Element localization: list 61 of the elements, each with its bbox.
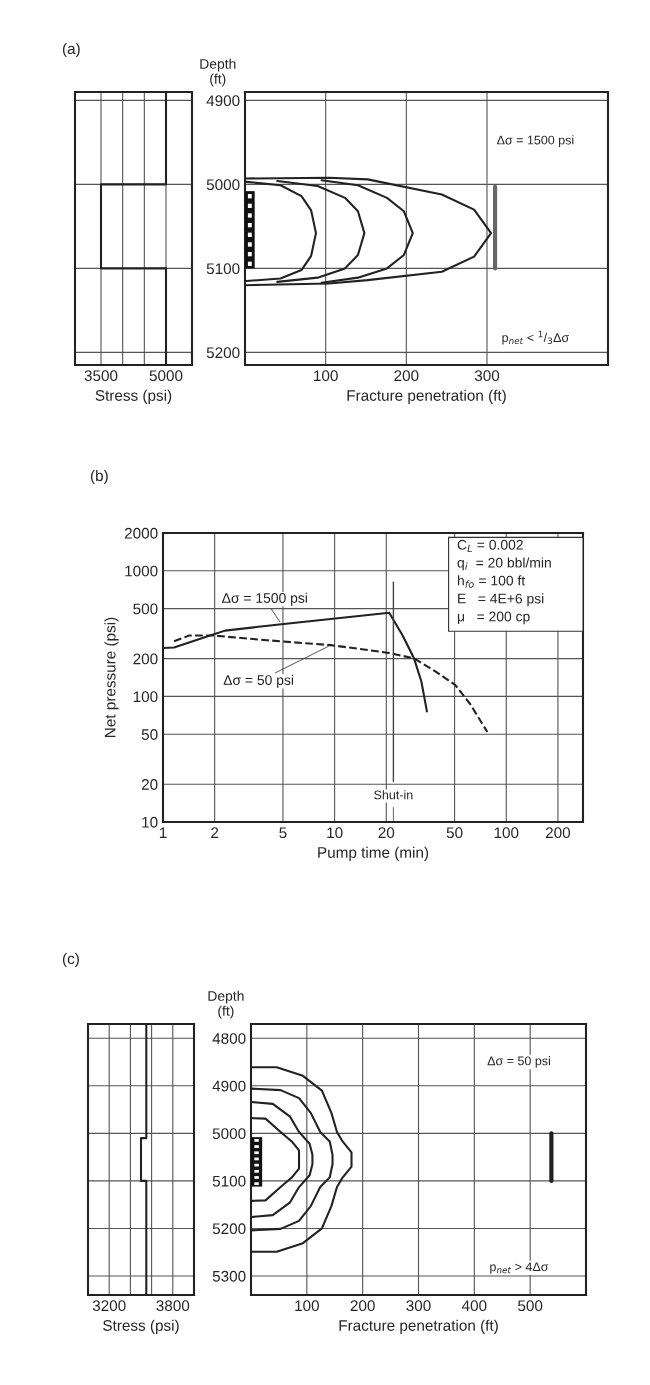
y-tick-label: 5200 bbox=[212, 1223, 246, 1235]
y-tick-label: 2000 bbox=[124, 527, 158, 539]
chart-title: (b) bbox=[90, 469, 108, 485]
x-tick-label: 100 bbox=[295, 1300, 319, 1312]
annotation: Δσ = 50 psi bbox=[487, 1056, 550, 1068]
y-axis-title: Net pressure (psi) bbox=[104, 617, 119, 737]
y-axis-title: Depth (ft) bbox=[200, 58, 236, 87]
ref-line-label: Shut-in bbox=[374, 790, 413, 800]
y-tick-label: 4900 bbox=[206, 95, 240, 107]
annotation: μ = 200 cp bbox=[457, 611, 530, 625]
y-tick-label: 1000 bbox=[125, 565, 158, 577]
text: Δσ = 50 psi bbox=[223, 674, 294, 688]
y-tick-label: 4800 bbox=[212, 1033, 246, 1044]
y-tick-label: 5200 bbox=[206, 347, 240, 359]
y-axis-title: Depth (ft) bbox=[208, 990, 244, 1019]
x-tick-label: 5000 bbox=[149, 370, 183, 382]
x-tick-label: 50 bbox=[446, 827, 463, 839]
x-tick-label: 400 bbox=[461, 1300, 487, 1312]
y-tick-label: 200 bbox=[133, 653, 158, 665]
annotation: p$_{net}$ > 4Δσ bbox=[490, 1262, 549, 1274]
y-tick-label: 5000 bbox=[206, 179, 240, 191]
x-tick-label: 500 bbox=[518, 1300, 543, 1312]
x-axis-title: Pump time (min) bbox=[318, 846, 429, 861]
x-tick-label: 200 bbox=[394, 370, 419, 382]
y-tick-label: 5300 bbox=[212, 1270, 246, 1282]
y-tick-label: 5000 bbox=[212, 1128, 246, 1140]
y-tick-label: 4900 bbox=[212, 1080, 246, 1092]
x-tick-label: 2 bbox=[211, 827, 219, 838]
x-tick-label: 200 bbox=[350, 1300, 375, 1312]
x-tick-label: 300 bbox=[406, 1300, 431, 1312]
x-axis-title: Fracture penetration (ft) bbox=[347, 389, 506, 404]
x-axis-title: Stress (psi) bbox=[95, 389, 172, 404]
y-tick-label: 100 bbox=[133, 691, 158, 703]
y-tick-label: 20 bbox=[141, 779, 158, 790]
x-tick-label: 300 bbox=[474, 370, 500, 382]
x-tick-label: 3800 bbox=[156, 1300, 190, 1312]
chart-title: (c) bbox=[62, 952, 79, 968]
x-tick-label: 200 bbox=[545, 827, 571, 839]
annotation: h$_{fo}$ = 100 ft bbox=[457, 575, 526, 588]
annotation: p$_{net}$ < $^{1}$/$_{3}$Δσ bbox=[502, 330, 570, 345]
annotation: C$_{L}$ = 0.002 bbox=[457, 539, 523, 552]
x-axis-title: Fracture penetration (ft) bbox=[339, 1319, 498, 1334]
x-tick-label: 3200 bbox=[92, 1300, 126, 1312]
annotation: Δσ = 1500 psi bbox=[496, 135, 574, 147]
x-tick-label: 5 bbox=[279, 827, 287, 839]
x-axis-title: Stress (psi) bbox=[103, 1319, 179, 1334]
series-label: Δσ = 1500 psi bbox=[222, 592, 307, 606]
y-tick-label: 50 bbox=[141, 729, 158, 740]
y-tick-label: 5100 bbox=[212, 1175, 246, 1187]
chart-title: (a) bbox=[62, 42, 80, 58]
x-tick-label: 10 bbox=[327, 827, 343, 839]
x-tick-label: 1 bbox=[159, 827, 167, 838]
annotation: E = 4E+6 psi bbox=[458, 593, 544, 607]
annotation: q$_{i}$ = 20 bbl/min bbox=[457, 557, 551, 571]
y-tick-label: 500 bbox=[133, 603, 158, 615]
x-tick-label: 100 bbox=[494, 827, 519, 839]
x-tick-label: 100 bbox=[314, 370, 338, 382]
y-tick-label: 5100 bbox=[206, 263, 240, 275]
x-tick-label: 3500 bbox=[84, 370, 118, 382]
y-tick-label: 10 bbox=[142, 816, 158, 828]
x-tick-label: 20 bbox=[378, 827, 395, 839]
